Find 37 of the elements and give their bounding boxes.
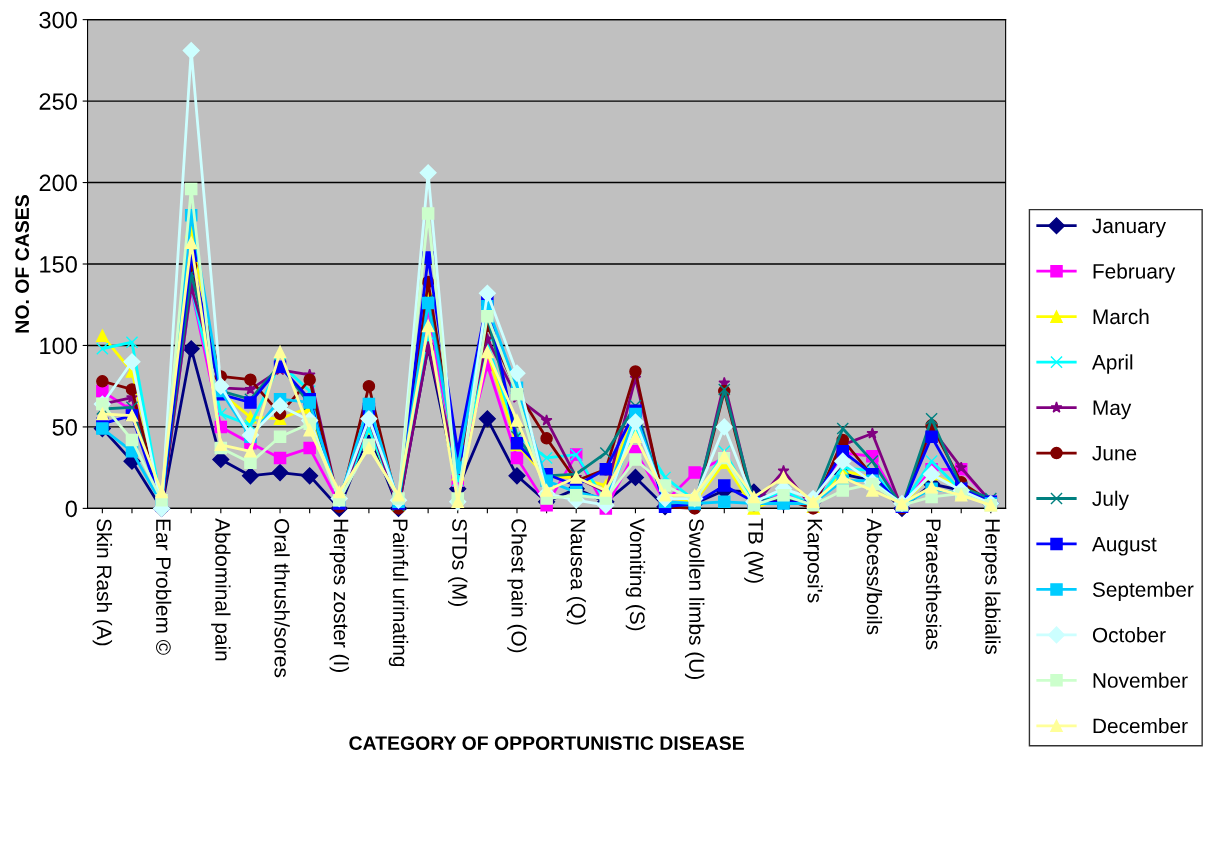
y-tick-label: 50 [52, 418, 77, 436]
legend-label: March [1093, 308, 1149, 325]
x-tick-label: TB (W) [744, 518, 764, 583]
x-tick-label: Oral thrush/sores [274, 519, 290, 678]
legend-label: April [1091, 354, 1133, 374]
legend-label: June [1092, 446, 1137, 461]
y-tick-label: 250 [39, 93, 77, 110]
x-tick-label: Herpes labialis [981, 519, 1001, 654]
legend-label: December [1093, 718, 1188, 734]
x-tick-label: Chest pain (O) [507, 519, 527, 653]
x-tick-label: Herpes zoster (I) [329, 519, 349, 672]
legend-label: November [1093, 672, 1188, 688]
legend-label: August [1091, 536, 1157, 556]
y-axis-title: NO. OF CASES [15, 195, 30, 333]
x-tick-label: Swollen limbs (U) [684, 519, 705, 679]
x-axis-title: CATEGORY OF OPPORTUNISTIC DISEASE [349, 736, 744, 751]
legend-label: January [1092, 218, 1166, 238]
x-tick-label: Abdominal pain [211, 518, 231, 661]
y-tick-label: 300 [39, 11, 77, 29]
y-tick-label: 150 [40, 256, 77, 273]
legend-label: May [1093, 400, 1132, 420]
x-tick-label: STDs (M) [448, 519, 468, 606]
x-tick-label: Karposi's [803, 519, 823, 603]
legend-label: September [1092, 581, 1194, 602]
x-tick-label: Paraesthesias [926, 519, 942, 650]
x-tick-label: Vomiting (S) [625, 518, 646, 631]
y-tick-label: 0 [65, 500, 77, 518]
x-tick-label: Skin Rash (A) [92, 519, 113, 646]
legend-label: February [1093, 263, 1176, 283]
y-tick-label: 100 [40, 337, 77, 355]
x-tick-label: Abcess/boils [866, 518, 883, 635]
x-tick-label: Painful urinating [388, 519, 409, 667]
x-tick-label: Nausea (Q) [566, 519, 586, 625]
x-tick-label: Ear Problem © [156, 519, 172, 655]
y-tick-label: 200 [39, 174, 77, 192]
legend-label: July [1092, 490, 1129, 511]
legend-label: October [1092, 627, 1166, 643]
